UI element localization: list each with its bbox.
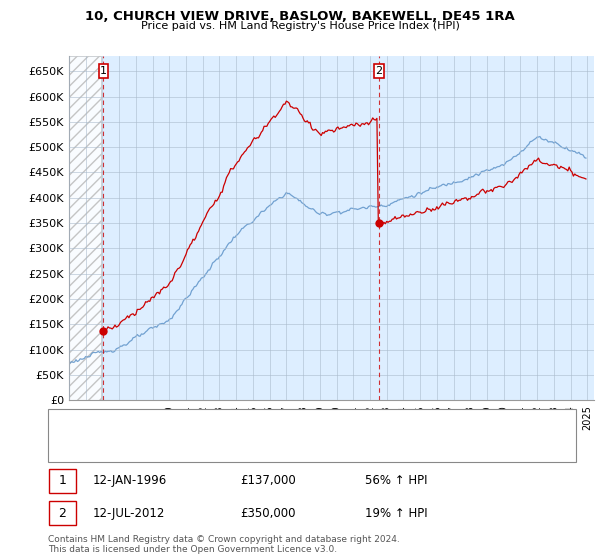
Text: 12-JUL-2012: 12-JUL-2012 (93, 507, 165, 520)
Text: 19% ↑ HPI: 19% ↑ HPI (365, 507, 427, 520)
Text: 10, CHURCH VIEW DRIVE, BASLOW, BAKEWELL, DE45 1RA (detached house): 10, CHURCH VIEW DRIVE, BASLOW, BAKEWELL,… (95, 418, 491, 428)
Text: 56% ↑ HPI: 56% ↑ HPI (365, 474, 427, 487)
Text: 2: 2 (376, 66, 383, 76)
Text: 1: 1 (100, 66, 107, 76)
Bar (69, 56, 101, 400)
Text: 1: 1 (58, 474, 66, 487)
FancyBboxPatch shape (49, 501, 76, 525)
FancyBboxPatch shape (49, 469, 76, 493)
Text: 10, CHURCH VIEW DRIVE, BASLOW, BAKEWELL, DE45 1RA: 10, CHURCH VIEW DRIVE, BASLOW, BAKEWELL,… (85, 10, 515, 22)
Text: 12-JAN-1996: 12-JAN-1996 (93, 474, 167, 487)
Text: £350,000: £350,000 (241, 507, 296, 520)
Text: Contains HM Land Registry data © Crown copyright and database right 2024.
This d: Contains HM Land Registry data © Crown c… (48, 535, 400, 554)
Text: £137,000: £137,000 (241, 474, 296, 487)
Text: Price paid vs. HM Land Registry's House Price Index (HPI): Price paid vs. HM Land Registry's House … (140, 21, 460, 31)
Text: 2: 2 (58, 507, 66, 520)
FancyBboxPatch shape (98, 64, 108, 78)
Text: HPI: Average price, detached house, Derbyshire Dales: HPI: Average price, detached house, Derb… (95, 442, 378, 452)
FancyBboxPatch shape (374, 64, 383, 78)
FancyBboxPatch shape (48, 409, 576, 462)
